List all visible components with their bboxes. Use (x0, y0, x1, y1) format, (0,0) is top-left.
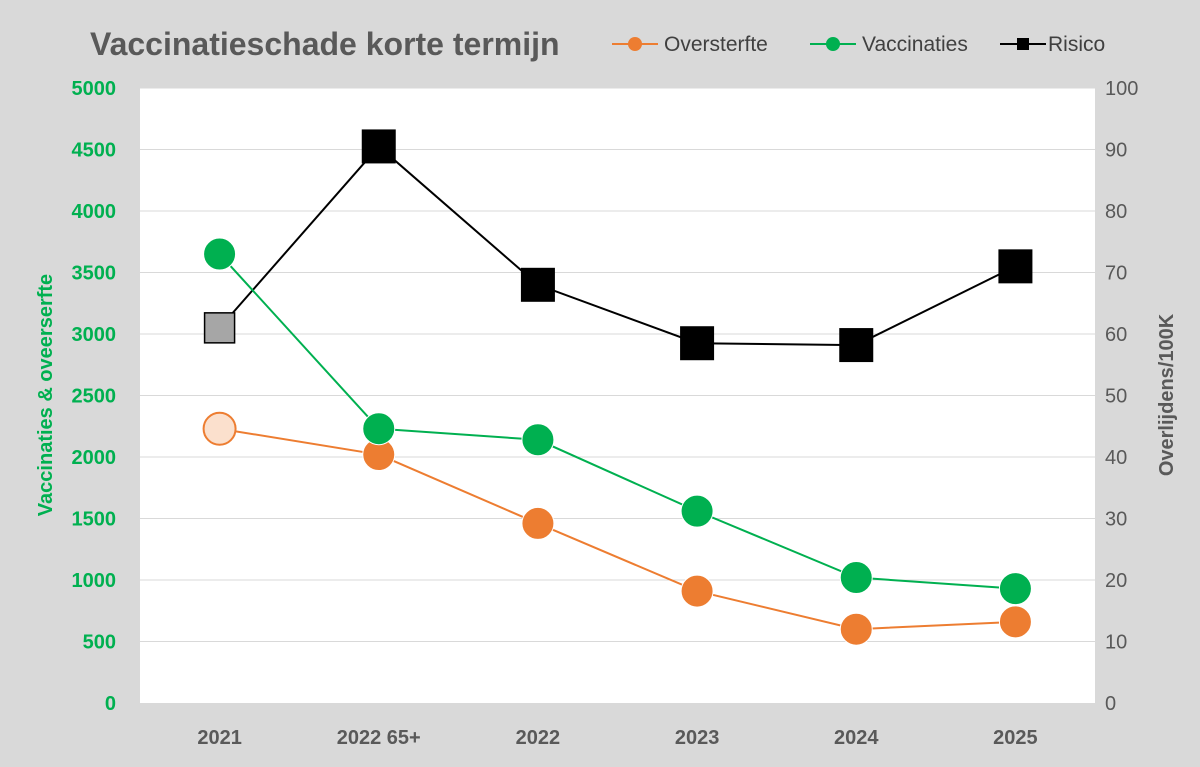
data-point-risico (839, 328, 874, 363)
left-tick-label: 1000 (72, 570, 117, 592)
x-tick-label: 2022 (516, 727, 561, 749)
legend-marker-oversterfte (628, 37, 642, 51)
data-point-oversterfte (680, 574, 714, 608)
right-tick-label: 90 (1105, 140, 1127, 162)
series-line-risico (218, 145, 1016, 347)
data-point-oversterfte (521, 506, 555, 540)
series-layer (202, 129, 1033, 646)
right-tick-label: 20 (1105, 570, 1127, 592)
right-tick-label: 100 (1105, 78, 1138, 100)
legend-marker-vaccinaties (826, 37, 840, 51)
data-point-risico (361, 129, 396, 164)
data-point-vaccinaties (362, 412, 396, 446)
x-tick-label: 2025 (993, 727, 1038, 749)
x-tick-label: 2021 (197, 727, 242, 749)
x-tick-label: 2022 65+ (337, 727, 421, 749)
data-point-vaccinaties (680, 494, 714, 528)
chart-title: Vaccinatieschade korte termijn (90, 26, 560, 62)
legend-item-oversterfte: Oversterfte (612, 33, 768, 56)
right-axis-ticks: 0 10 20 30 40 50 60 70 80 90 100 (1105, 78, 1138, 715)
right-tick-label: 60 (1105, 324, 1127, 346)
data-point-risico (203, 312, 236, 344)
series-line-vaccinaties (218, 253, 1016, 590)
left-tick-label: 0 (105, 693, 116, 715)
x-axis-ticks: 2021 2022 65+ 2022 2023 2024 2025 (197, 727, 1037, 749)
legend: Oversterfte Vaccinaties Risico (612, 33, 1105, 56)
right-tick-label: 30 (1105, 509, 1127, 531)
series-oversterfte (202, 411, 1032, 646)
legend-item-vaccinaties: Vaccinaties (810, 33, 968, 56)
data-point-vaccinaties (998, 572, 1032, 606)
left-tick-label: 4500 (72, 140, 117, 162)
x-tick-label: 2023 (675, 727, 720, 749)
data-point-vaccinaties (521, 423, 555, 457)
series-line-oversterfte (219, 427, 1016, 631)
legend-marker-risico (1017, 38, 1029, 50)
left-axis-ticks: 0 500 1000 1500 2000 2500 3000 3500 4000 4500 5000 (72, 78, 117, 715)
series-vaccinaties (203, 237, 1032, 606)
data-point-risico (680, 326, 715, 361)
data-point-oversterfte (839, 612, 873, 646)
data-point-oversterfte (998, 605, 1032, 639)
data-point-vaccinaties (839, 561, 873, 595)
data-point-risico (520, 267, 555, 302)
legend-label-vaccinaties: Vaccinaties (862, 33, 968, 56)
left-tick-label: 3000 (72, 324, 117, 346)
right-axis-label: Overlijdens/100K (1156, 313, 1178, 476)
left-tick-label: 1500 (72, 509, 117, 531)
left-tick-label: 2000 (72, 447, 117, 469)
right-tick-label: 70 (1105, 263, 1127, 285)
left-axis-label: Vaccinaties & oveerserfte (35, 274, 57, 516)
legend-label-oversterfte: Oversterfte (664, 33, 768, 56)
left-tick-label: 4000 (72, 201, 117, 223)
data-point-oversterfte (202, 411, 237, 446)
data-point-vaccinaties (203, 237, 237, 271)
left-tick-label: 5000 (72, 78, 117, 100)
left-tick-label: 3500 (72, 263, 117, 285)
right-tick-label: 50 (1105, 386, 1127, 408)
right-tick-label: 40 (1105, 447, 1127, 469)
legend-label-risico: Risico (1048, 33, 1105, 56)
data-point-risico (998, 249, 1033, 284)
right-tick-label: 10 (1105, 632, 1127, 654)
gridlines (140, 87, 1095, 642)
right-tick-label: 0 (1105, 693, 1116, 715)
left-tick-label: 2500 (72, 386, 117, 408)
right-tick-label: 80 (1105, 201, 1127, 223)
legend-item-risico: Risico (1000, 33, 1105, 56)
x-tick-label: 2024 (834, 727, 879, 749)
left-tick-label: 500 (83, 632, 116, 654)
series-risico (203, 129, 1033, 363)
